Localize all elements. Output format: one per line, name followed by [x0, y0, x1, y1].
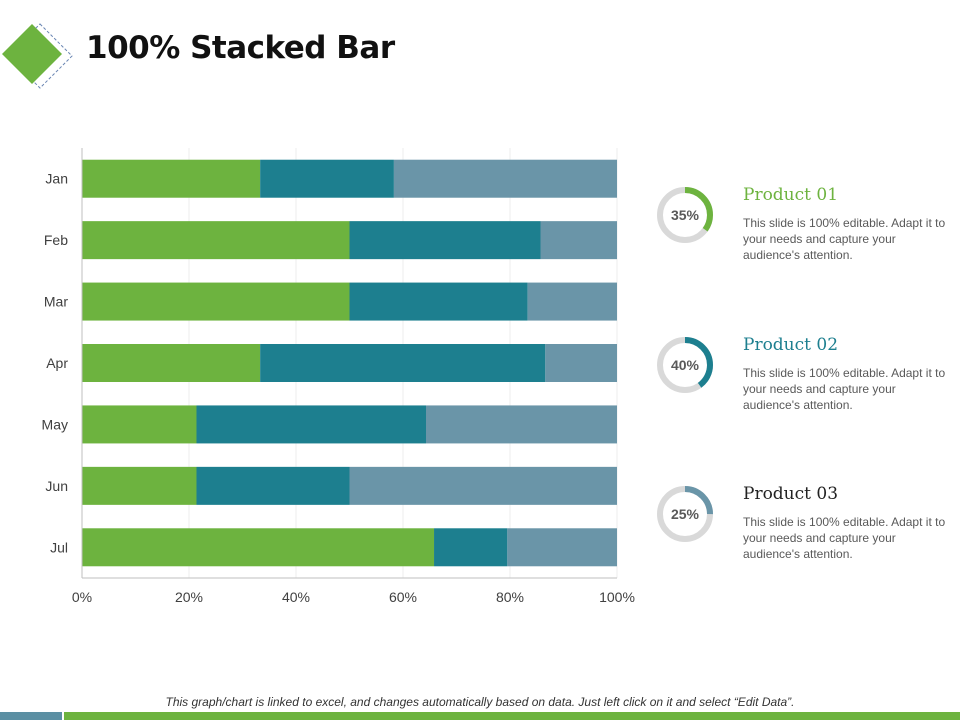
- bar-mar-series-2[interactable]: [349, 282, 528, 321]
- bar-apr-series-2[interactable]: [260, 344, 546, 382]
- x-tick-label-5: 100%: [599, 589, 635, 605]
- product-1-donut: 35%: [657, 187, 713, 243]
- x-tick-label-3: 60%: [389, 589, 417, 605]
- bar-feb-series-1[interactable]: [82, 221, 350, 260]
- product-card-2: 40% Product 02 This slide is 100% editab…: [650, 335, 950, 445]
- bar-may-series-3[interactable]: [426, 405, 617, 444]
- bar-mar-series-1[interactable]: [82, 282, 350, 321]
- product-1-percent: 35%: [671, 207, 700, 223]
- product-card-1: 35% Product 01 This slide is 100% editab…: [650, 185, 950, 295]
- bar-apr-series-1[interactable]: [82, 344, 261, 382]
- y-tick-label-jun: Jun: [45, 478, 68, 494]
- bar-mar-series-3[interactable]: [527, 282, 617, 321]
- product-1-name: Product 01: [743, 185, 839, 205]
- bar-jan-series-3[interactable]: [393, 159, 617, 198]
- product-2-donut: 40%: [657, 337, 713, 393]
- bar-jun-series-2[interactable]: [196, 466, 350, 505]
- x-tick-label-2: 40%: [282, 589, 310, 605]
- product-3-description: This slide is 100% editable. Adapt it to…: [743, 515, 946, 561]
- page-title: 100% Stacked Bar: [86, 30, 395, 66]
- y-tick-label-jan: Jan: [45, 171, 68, 187]
- y-tick-label-apr: Apr: [46, 355, 68, 371]
- bar-feb-series-3[interactable]: [540, 221, 617, 260]
- stacked-bar-chart[interactable]: Jan Feb Mar Apr May Jun Jul 0% 20% 40% 60% 80% 100%: [0, 130, 650, 620]
- x-tick-label-4: 80%: [496, 589, 524, 605]
- footer-accent-bar-left: [0, 712, 62, 720]
- product-3-donut-arc: [657, 486, 713, 542]
- bar-jul-series-3[interactable]: [507, 528, 617, 567]
- product-3-name: Product 03: [743, 484, 839, 504]
- bar-may-series-2[interactable]: [196, 405, 427, 444]
- product-1-description: This slide is 100% editable. Adapt it to…: [743, 216, 946, 262]
- y-tick-label-mar: Mar: [44, 294, 68, 310]
- product-2-name: Product 02: [743, 335, 839, 355]
- bar-jul-series-2[interactable]: [434, 528, 508, 567]
- product-card-3: 25% Product 03 This slide is 100% editab…: [650, 484, 950, 594]
- footer-note: This graph/chart is linked to excel, and…: [165, 695, 795, 709]
- product-2-percent: 40%: [671, 357, 700, 373]
- product-3-percent: 25%: [671, 506, 700, 522]
- footer-accent-bar-right: [64, 712, 960, 720]
- product-2-description: This slide is 100% editable. Adapt it to…: [743, 366, 946, 412]
- product-2-donut-arc: [657, 337, 713, 393]
- bar-jun-series-3[interactable]: [349, 466, 618, 505]
- product-3-donut: 25%: [657, 486, 713, 542]
- diamond-logo-icon: [2, 23, 73, 89]
- bar-jun-series-1[interactable]: [82, 466, 197, 505]
- bar-apr-series-3[interactable]: [545, 344, 617, 382]
- bar-jan-series-2[interactable]: [260, 159, 394, 198]
- bar-may-series-1[interactable]: [82, 405, 197, 444]
- y-tick-label-may: May: [42, 416, 68, 432]
- bar-jul-series-1[interactable]: [82, 528, 435, 567]
- bar-feb-series-2[interactable]: [349, 221, 541, 260]
- y-tick-label-jul: Jul: [50, 539, 68, 555]
- product-1-donut-arc: [657, 187, 713, 243]
- y-tick-label-feb: Feb: [44, 232, 68, 248]
- bar-jan-series-1[interactable]: [82, 159, 261, 198]
- x-tick-label-1: 20%: [175, 589, 203, 605]
- x-tick-label-0: 0%: [72, 589, 92, 605]
